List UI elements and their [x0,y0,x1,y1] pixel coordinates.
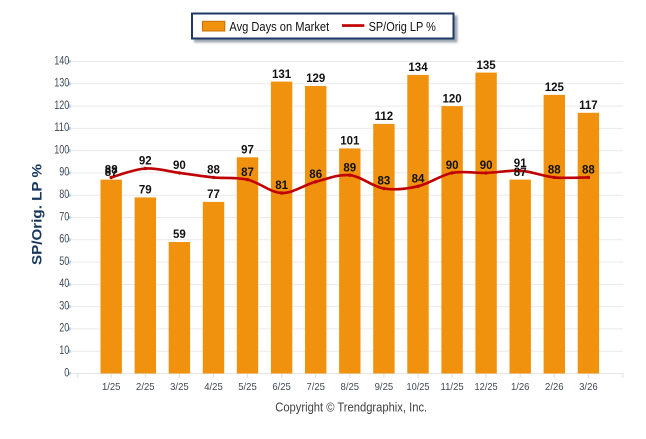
svg-text:120: 120 [443,93,462,105]
svg-text:129: 129 [306,73,325,85]
svg-text:0: 0 [64,367,69,379]
svg-text:90: 90 [173,160,186,172]
svg-text:89: 89 [343,162,356,174]
svg-text:117: 117 [579,100,598,112]
svg-text:1/25: 1/25 [102,381,121,393]
svg-text:88: 88 [548,165,561,177]
svg-text:10/25: 10/25 [406,381,429,393]
svg-text:87: 87 [514,167,527,179]
svg-text:100: 100 [54,144,69,156]
svg-text:88: 88 [207,165,220,177]
svg-text:110: 110 [54,122,69,134]
svg-text:Copyright © Trendgraphix, Inc.: Copyright © Trendgraphix, Inc. [275,401,427,415]
svg-text:87: 87 [105,167,118,179]
svg-text:77: 77 [207,189,220,201]
svg-text:84: 84 [412,174,425,186]
svg-text:4/25: 4/25 [204,381,223,393]
svg-text:10: 10 [59,345,69,357]
svg-text:131: 131 [272,69,292,81]
svg-text:60: 60 [59,234,69,246]
svg-text:83: 83 [378,176,391,188]
svg-text:Avg Days on Market: Avg Days on Market [229,20,329,34]
svg-text:101: 101 [340,136,360,148]
svg-text:135: 135 [477,60,497,72]
svg-text:88: 88 [105,165,118,177]
svg-text:12/25: 12/25 [475,381,498,393]
svg-text:70: 70 [59,211,69,223]
svg-text:79: 79 [139,185,152,197]
svg-text:112: 112 [375,111,394,123]
svg-text:134: 134 [408,62,428,74]
svg-text:3/26: 3/26 [579,381,598,393]
svg-text:9/25: 9/25 [375,381,394,393]
svg-text:20: 20 [59,323,69,335]
svg-text:125: 125 [545,82,565,94]
svg-text:11/25: 11/25 [441,381,464,393]
svg-text:90: 90 [480,160,493,172]
svg-text:7/25: 7/25 [306,381,325,393]
svg-text:86: 86 [309,169,322,181]
svg-text:SP/Orig LP %: SP/Orig LP % [369,20,436,34]
svg-text:91: 91 [514,158,527,170]
svg-text:92: 92 [139,156,152,168]
svg-text:2/26: 2/26 [545,381,564,393]
svg-text:120: 120 [54,100,69,112]
svg-text:2/25: 2/25 [136,381,155,393]
svg-text:88: 88 [582,165,595,177]
svg-text:140: 140 [54,55,69,67]
svg-text:87: 87 [241,167,254,179]
svg-text:30: 30 [59,300,69,312]
svg-text:3/25: 3/25 [170,381,189,393]
svg-text:59: 59 [173,229,186,241]
svg-text:1/26: 1/26 [511,381,530,393]
svg-text:6/25: 6/25 [272,381,291,393]
svg-text:81: 81 [275,180,288,192]
svg-text:80: 80 [59,189,69,201]
svg-text:5/25: 5/25 [238,381,257,393]
svg-text:130: 130 [54,78,69,90]
svg-text:50: 50 [59,256,69,268]
svg-text:97: 97 [241,145,254,157]
svg-text:40: 40 [59,278,69,290]
svg-text:90: 90 [446,160,459,172]
svg-text:8/25: 8/25 [341,381,360,393]
svg-text:SP/Orig. LP %: SP/Orig. LP % [29,163,45,265]
svg-text:90: 90 [59,167,69,179]
